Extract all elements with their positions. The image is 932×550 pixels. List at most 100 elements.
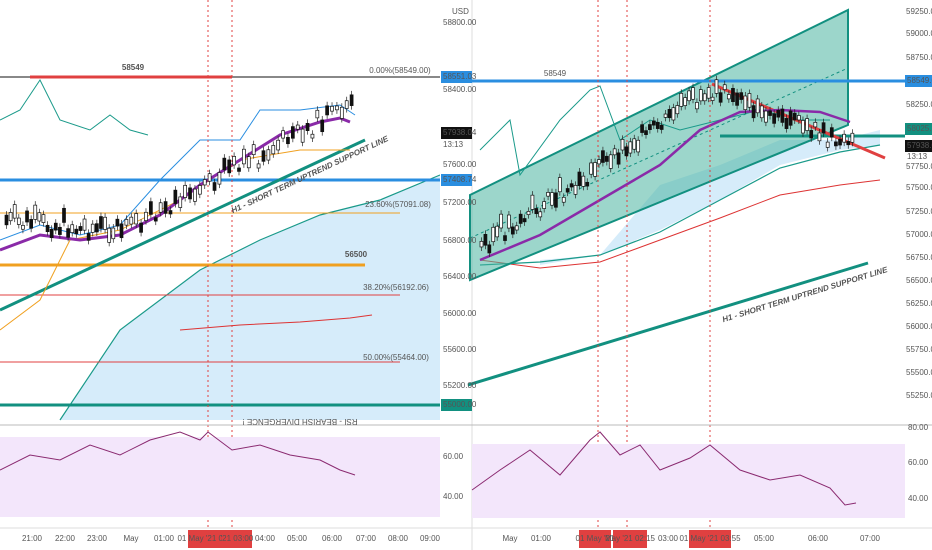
price-axis-label: 56250.00 (906, 299, 932, 308)
candle (601, 150, 605, 163)
candle (577, 171, 582, 186)
candle (45, 224, 50, 233)
candle (134, 213, 139, 225)
candle (119, 223, 124, 239)
candle (266, 149, 271, 161)
candle (49, 228, 54, 239)
candle (21, 224, 25, 230)
cloud-edge (179, 314, 373, 331)
candle (291, 126, 295, 139)
candle (776, 109, 781, 118)
time-axis-label: 03:00 (658, 534, 679, 543)
candle (86, 233, 91, 241)
price-tag (441, 174, 472, 186)
countdown: 13:13 (443, 140, 464, 149)
price-tag-label: 57938.04 (907, 141, 932, 150)
candle (320, 119, 325, 133)
candle (237, 167, 241, 172)
candle (687, 90, 691, 102)
candle (842, 133, 846, 143)
candle (111, 227, 116, 240)
candle (743, 95, 748, 111)
candle (16, 217, 21, 225)
candle (817, 132, 822, 142)
candle (232, 156, 236, 166)
candle (82, 218, 87, 231)
ma-line (0, 149, 350, 331)
candle (813, 121, 818, 128)
candle (518, 213, 523, 224)
candle (330, 105, 334, 112)
time-tag (579, 530, 611, 548)
price-axis-label: 56000.00 (906, 322, 932, 331)
time-axis-label: 05:00 (287, 534, 308, 543)
candle (58, 226, 62, 235)
level-label: 0.00%(58549.00) (369, 66, 431, 75)
price-axis-label: 58750.00 (906, 53, 932, 62)
candle (183, 184, 187, 198)
candle (557, 177, 562, 193)
candle (751, 105, 756, 119)
price-axis-label: 56500.00 (906, 276, 932, 285)
candle (655, 121, 660, 129)
candle (103, 216, 107, 230)
time-axis-label: 04:00 (255, 534, 276, 543)
candle (163, 201, 168, 214)
candle (29, 219, 33, 229)
candle (158, 202, 163, 213)
time-axis-label: 06:00 (322, 534, 343, 543)
time-axis-label: 07:00 (356, 534, 377, 543)
candle (624, 146, 629, 157)
cloud (60, 175, 440, 420)
candle (695, 102, 699, 110)
candle (510, 226, 515, 235)
time-axis-label: 22:00 (55, 534, 76, 543)
candle (846, 141, 851, 146)
candle (644, 130, 648, 135)
price-axis-label: 56800.00 (443, 236, 477, 245)
trend-line (0, 138, 366, 312)
time-tag (613, 530, 647, 548)
price-axis-label: 55600.00 (443, 345, 477, 354)
time-axis-label: May (123, 534, 138, 543)
price-axis-label: 55750.00 (906, 345, 932, 354)
candle (801, 120, 805, 134)
candle (256, 163, 261, 169)
candle (821, 122, 826, 134)
level-label: 38.20%(56192.06) (363, 283, 429, 292)
price-axis-label: 56400.00 (443, 272, 477, 281)
candle (144, 211, 148, 221)
candle (542, 201, 547, 209)
candle (95, 223, 99, 233)
price-axis-label: 57750.00 (906, 162, 932, 171)
candle (648, 124, 652, 130)
candle (242, 148, 246, 165)
price-tag-label: 55000.00 (443, 400, 477, 409)
time-tag-label: '21 03:00 (221, 534, 254, 543)
price-axis-label: 57600.00 (443, 160, 477, 169)
candle (12, 204, 17, 219)
candle (805, 118, 809, 131)
candle (616, 152, 621, 165)
candle (675, 105, 680, 115)
candle (90, 223, 95, 233)
candle (310, 133, 315, 139)
candle (834, 141, 838, 147)
price-axis-label: 55500.00 (906, 368, 932, 377)
candle (295, 124, 300, 130)
candle (202, 179, 207, 186)
candle (585, 181, 590, 187)
candle (663, 113, 668, 118)
candle (8, 212, 13, 222)
time-tag-label: May '21 02:15 (605, 534, 656, 543)
time-axis-label: 01:00 (531, 534, 552, 543)
price-axis-label: 56000.00 (443, 309, 477, 318)
candle (25, 210, 29, 223)
candle (491, 226, 496, 243)
candle (755, 98, 760, 114)
price-tag (905, 123, 932, 135)
price-axis-label: 59250.00 (906, 7, 932, 16)
candle (99, 216, 103, 229)
candle (727, 94, 731, 100)
